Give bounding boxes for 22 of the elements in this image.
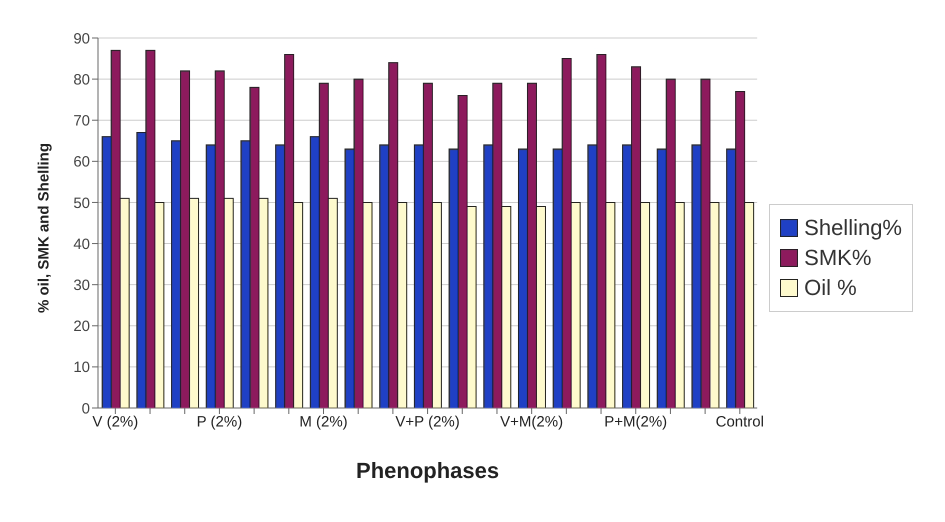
x-tick-label: V (2%) <box>92 414 138 431</box>
y-tick-label: 30 <box>73 276 90 294</box>
y-tick-label: 10 <box>73 359 90 376</box>
y-tick-label: 70 <box>73 112 90 130</box>
y-tick-label: 90 <box>73 30 90 48</box>
y-tick-label: 0 <box>82 400 90 418</box>
legend-label: Shelling% <box>804 215 902 241</box>
y-tick-label: 40 <box>73 236 90 253</box>
y-tick-label: 50 <box>73 194 90 212</box>
x-tick-label: V+M(2%) <box>500 414 564 431</box>
x-axis-title: Phenophases <box>356 458 500 483</box>
y-tick-label: 60 <box>73 154 90 171</box>
x-tick-label: V+P (2%) <box>395 414 460 431</box>
y-tick-label: 80 <box>73 71 90 88</box>
y-axis-title: % oil, SMK and Shelling <box>35 142 52 313</box>
y-tick-label: 20 <box>73 318 90 336</box>
x-tick-label: P (2%) <box>196 414 242 431</box>
x-tick-label: P+M(2%) <box>604 414 668 431</box>
legend-label: Oil % <box>804 275 857 301</box>
x-tick-label: M (2%) <box>299 414 348 431</box>
x-tick-label: Control <box>716 414 764 431</box>
legend-label: SMK% <box>804 245 872 271</box>
